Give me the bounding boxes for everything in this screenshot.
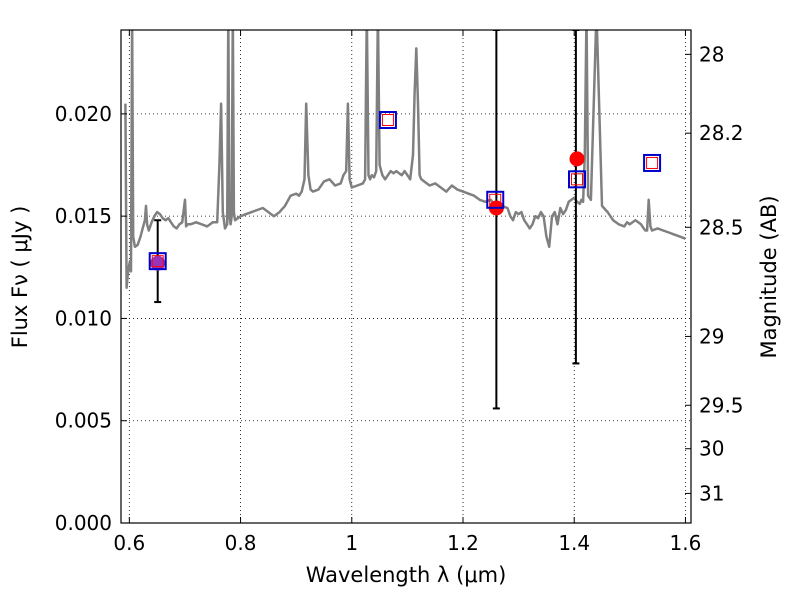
magnitude-tick-label: 30 <box>699 437 724 461</box>
x-tick-label: 1 <box>345 531 358 555</box>
magnitude-tick-label: 28.5 <box>699 215 744 239</box>
observed-point <box>569 151 585 167</box>
model-point-inner <box>646 156 659 169</box>
model-point-outer <box>486 190 505 209</box>
y-tick-label: 0.020 <box>55 102 112 126</box>
x-axis-ticks: 0.6 0.8 1 1.2 1.4 1.6 <box>113 30 701 555</box>
magnitude-tick-label: 28.2 <box>699 121 744 145</box>
y-tick-label: 0.015 <box>55 204 112 228</box>
plot-content <box>124 30 686 410</box>
model-layer <box>148 111 662 271</box>
y-tick-label: 0.010 <box>55 306 112 330</box>
y-tick-label: 0.005 <box>55 409 112 433</box>
magnitude-tick-label: 29.5 <box>699 393 744 417</box>
magnitude-tick-label: 29 <box>699 324 724 348</box>
model-point-outer <box>148 252 167 271</box>
plot-frame <box>120 29 692 524</box>
x-axis-label: Wavelength λ (μm) <box>306 563 507 587</box>
magnitude-tick-label: 31 <box>699 481 724 505</box>
model-point-inner <box>571 173 583 186</box>
x-tick-label: 0.8 <box>225 531 257 555</box>
magnitude-axis-label: Magnitude (AB) <box>757 195 781 358</box>
model-point-inner <box>381 114 394 127</box>
x-tick-label: 1.6 <box>670 531 702 555</box>
x-tick-label: 1.2 <box>447 531 479 555</box>
model-point-inner <box>151 255 164 268</box>
y-axis-label: Flux Fν ( μJy ) <box>8 206 32 349</box>
magnitude-axis-ticks: 28 28.2 28.5 29 29.5 30 31 <box>685 42 744 505</box>
x-tick-label: 0.6 <box>113 531 145 555</box>
y-tick-label: 0.000 <box>55 511 112 535</box>
model-point-inner <box>489 193 502 206</box>
y-axis-ticks: 0.000 0.005 0.010 0.015 0.020 <box>55 102 127 535</box>
model-point-outer <box>643 153 662 172</box>
model-point-outer <box>378 111 397 130</box>
x-tick-label: 1.4 <box>558 531 590 555</box>
magnitude-tick-label: 28 <box>699 42 724 66</box>
model-point-outer <box>568 170 586 189</box>
